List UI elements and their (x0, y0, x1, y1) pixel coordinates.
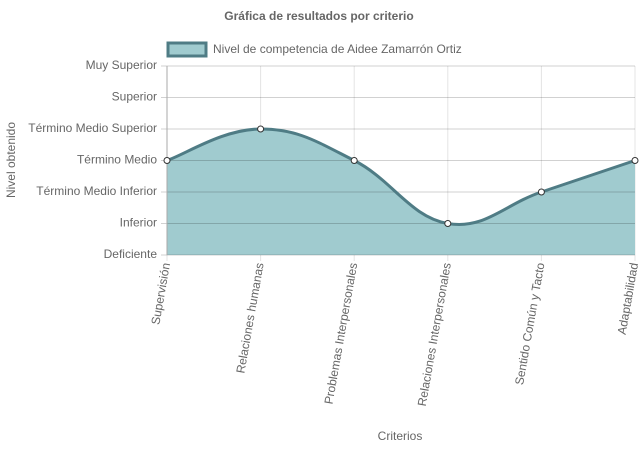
y-tick-label: Término Medio (77, 153, 157, 167)
area (167, 129, 635, 255)
y-tick-label: Muy Superior (86, 58, 157, 72)
y-tick-label: Inferior (120, 216, 157, 230)
y-tick-label: Deficiente (104, 247, 158, 261)
x-tick-label: Sentido Común y Tacto (512, 261, 547, 386)
legend-swatch (166, 41, 208, 58)
x-tick-label: Supervisión (148, 262, 173, 326)
point (163, 157, 171, 164)
y-axis-label: Nivel obtenido (4, 122, 18, 198)
x-tick-label: Relaciones Interpersonales (415, 262, 454, 408)
x-tick-label: Relaciones humanas (233, 262, 266, 375)
legend-label: Nivel de competencia de Aidee Zamarrón O… (213, 42, 462, 56)
chart-title: Gráfica de resultados por criterio (224, 9, 413, 23)
point (444, 220, 452, 227)
x-tick-label: Adaptabilidad (615, 262, 639, 336)
point (631, 157, 639, 164)
point (537, 188, 545, 196)
x-tick-label: Problemas Interpersonales (322, 262, 361, 406)
x-axis-label: Criterios (378, 429, 423, 443)
point (350, 157, 358, 164)
point (257, 125, 265, 133)
y-tick-label: Término Medio Inferior (36, 184, 157, 198)
y-tick-label: Superior (112, 90, 157, 104)
y-tick-label: Término Medio Superior (28, 121, 157, 135)
